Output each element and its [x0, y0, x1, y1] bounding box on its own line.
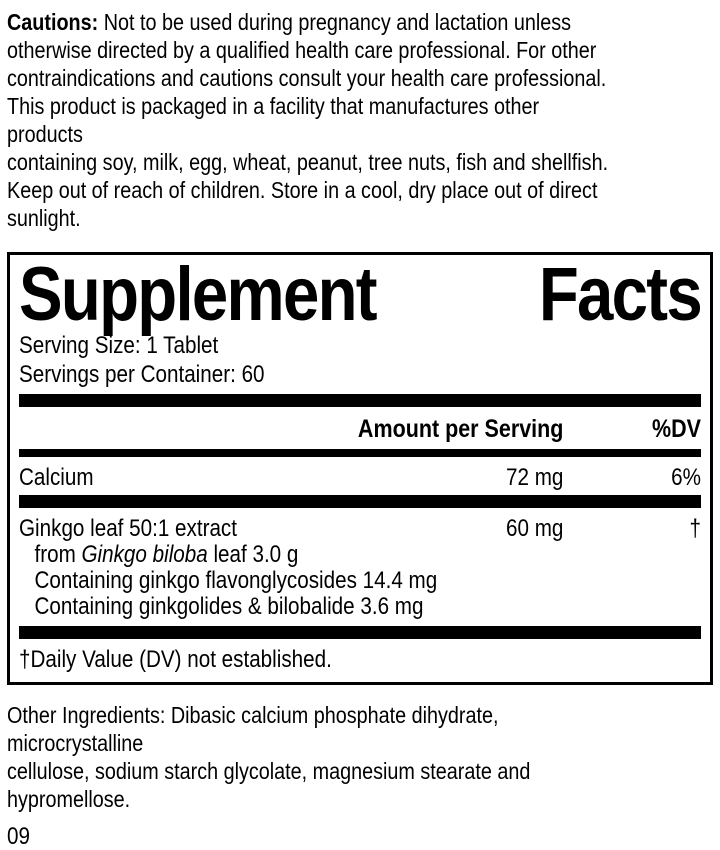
- nutrient-amount: 72 mg: [506, 464, 564, 491]
- nutrient-name: Ginkgo leaf 50:1 extract: [19, 515, 237, 542]
- amount-column-header: Amount per Serving: [357, 415, 564, 443]
- cautions-paragraph: Cautions: Not to be used during pregnanc…: [7, 8, 609, 232]
- thick-divider: [19, 626, 701, 639]
- ginkgo-main-line: Ginkgo leaf 50:1 extract 60 mg †: [19, 516, 701, 542]
- panel-title-word-2: Facts: [538, 252, 703, 337]
- dv-column-header: %DV: [652, 415, 701, 443]
- cautions-label: Cautions:: [7, 9, 99, 35]
- nutrient-amount: 60 mg: [506, 515, 564, 542]
- other-ingredients-line: Other Ingredients: Dibasic calcium phosp…: [7, 702, 499, 756]
- cautions-line: containing soy, milk, egg, wheat, peanut…: [7, 149, 609, 175]
- ingredient-detail-line: Containing ginkgo flavonglycosides 14.4 …: [34, 567, 438, 594]
- detail-text: from: [34, 541, 82, 568]
- ingredient-detail-line: from Ginkgo biloba leaf 3.0 g: [19, 542, 701, 568]
- medium-divider: [19, 449, 701, 457]
- nutrient-name: Calcium: [19, 464, 94, 491]
- nutrient-dv: †: [689, 515, 701, 542]
- thick-divider: [19, 394, 701, 407]
- panel-title-word-1: Supplement: [19, 252, 378, 337]
- panel-title: Supplement Facts: [19, 252, 703, 337]
- servings-per-container: Servings per Container: 60: [19, 361, 265, 388]
- supplement-facts-panel: Supplement Facts Serving Size: 1 Tablet …: [7, 252, 713, 685]
- thick-divider: [19, 495, 701, 508]
- nutrient-dv: 6%: [671, 464, 701, 491]
- cautions-line: contraindications and cautions consult y…: [7, 65, 607, 91]
- cautions-line: sunlight.: [7, 205, 81, 231]
- nutrient-row-calcium: Calcium 72 mg 6%: [19, 457, 701, 495]
- cautions-line: otherwise directed by a qualified health…: [7, 37, 597, 63]
- cautions-line: Cautions: Not to be used during pregnanc…: [7, 8, 609, 36]
- serving-size: Serving Size: 1 Tablet: [19, 332, 219, 359]
- ingredient-detail-line: Containing ginkgolides & bilobalide 3.6 …: [34, 593, 424, 620]
- botanical-name: Ginkgo biloba: [81, 541, 208, 568]
- column-header-row: Amount per Serving %DV: [19, 407, 701, 449]
- cautions-line: Keep out of reach of children. Store in …: [7, 177, 598, 203]
- other-ingredients-line: cellulose, sodium starch glycolate, magn…: [7, 758, 531, 812]
- supplement-label-page: Cautions: Not to be used during pregnanc…: [0, 8, 720, 849]
- daily-value-footnote: †Daily Value (DV) not established.: [19, 646, 332, 673]
- nutrient-row-ginkgo: Ginkgo leaf 50:1 extract 60 mg † from Gi…: [19, 508, 701, 626]
- product-code: 09: [7, 823, 30, 850]
- other-ingredients: Other Ingredients: Dibasic calcium phosp…: [7, 701, 609, 813]
- detail-text: leaf 3.0 g: [207, 541, 299, 568]
- cautions-line: This product is packaged in a facility t…: [7, 93, 540, 147]
- cautions-text: Not to be used during pregnancy and lact…: [98, 9, 572, 35]
